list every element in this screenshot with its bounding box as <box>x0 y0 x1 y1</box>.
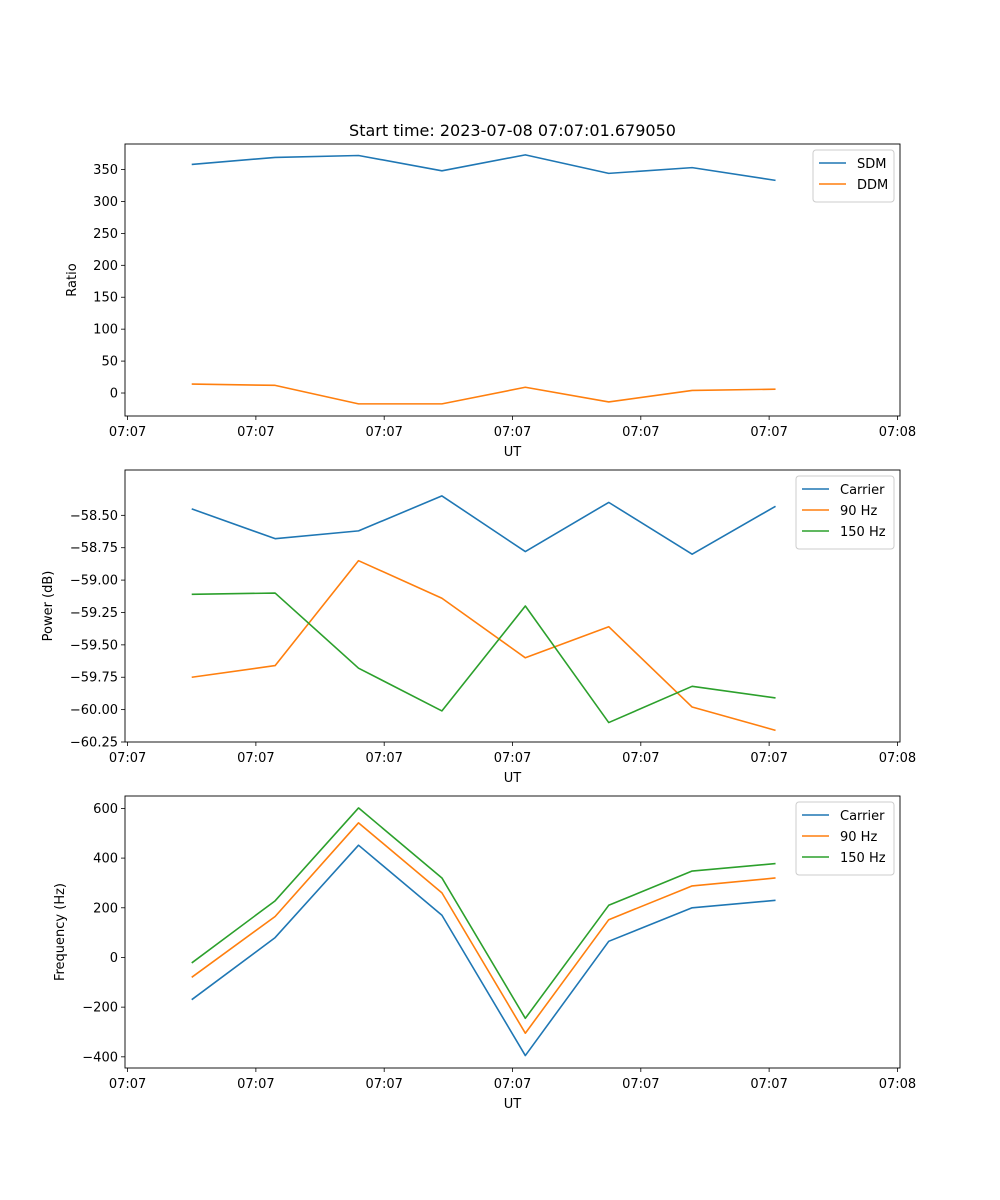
y-tick-label: 400 <box>93 852 118 867</box>
y-tick-label: 0 <box>110 387 118 402</box>
y-tick-label: −59.75 <box>70 671 118 686</box>
y-tick-label: 100 <box>93 323 118 338</box>
series-line-sdm <box>191 154 776 182</box>
legend-label: 90 Hz <box>840 830 877 845</box>
chart-title: Start time: 2023-07-08 07:07:01.679050 <box>349 121 676 140</box>
y-tick-label: 250 <box>93 227 118 242</box>
legend-label: SDM <box>857 157 886 172</box>
plot-frame <box>124 469 901 743</box>
y-tick-label: 0 <box>110 951 118 966</box>
panel-3: 07:07 07:07 07:07 07:07 07:07 07:07 07:08 −400 −… <box>53 795 916 1112</box>
y-axis-label: Ratio <box>65 263 80 296</box>
x-tick-label: 07:07 <box>622 751 659 766</box>
x-tick-label: 07:07 <box>237 425 274 440</box>
legend-label: 90 Hz <box>840 504 877 519</box>
y-axis-label: Power (dB) <box>41 571 56 642</box>
x-tick-label: 07:07 <box>365 425 402 440</box>
y-tick-label: 600 <box>93 802 118 817</box>
y-tick-label: −60.00 <box>70 703 118 718</box>
plot-frame <box>124 795 901 1069</box>
y-tick-label: 350 <box>93 163 118 178</box>
x-tick-label: 07:07 <box>750 751 787 766</box>
x-tick-label: 07:08 <box>879 751 916 766</box>
legend-label: Carrier <box>840 483 885 498</box>
y-tick-label: 300 <box>93 195 118 210</box>
y-tick-label: 200 <box>93 259 118 274</box>
y-tick-label: 200 <box>93 901 118 916</box>
x-axis-label: UT <box>504 771 522 786</box>
y-tick-label: −59.50 <box>70 638 118 653</box>
y-tick-label: −60.25 <box>70 736 118 751</box>
x-tick-label: 07:07 <box>109 425 146 440</box>
legend: SDM DDM <box>812 149 895 203</box>
legend-label: 150 Hz <box>840 525 886 540</box>
y-tick-label: −400 <box>82 1050 118 1065</box>
x-tick-label: 07:08 <box>879 1077 916 1092</box>
y-tick-label: −200 <box>82 1001 118 1016</box>
y-tick-label: 150 <box>93 291 118 306</box>
x-tick-label: 07:07 <box>494 425 531 440</box>
panel-1: 07:07 07:07 07:07 07:07 07:07 07:07 07:08 0 50 10… <box>65 143 916 460</box>
y-tick-label: 50 <box>101 355 118 370</box>
x-tick-label: 07:07 <box>237 751 274 766</box>
x-tick-label: 07:08 <box>879 425 916 440</box>
series-line-90-hz <box>191 822 776 1035</box>
y-tick-label: −59.25 <box>70 606 118 621</box>
x-tick-label: 07:07 <box>109 1077 146 1092</box>
series-line-ddm <box>191 383 776 405</box>
x-tick-label: 07:07 <box>109 751 146 766</box>
y-tick-label: −58.75 <box>70 541 118 556</box>
x-tick-label: 07:07 <box>365 1077 402 1092</box>
x-tick-label: 07:07 <box>622 1077 659 1092</box>
y-tick-label: −59.00 <box>70 574 118 589</box>
legend: Carrier 90 Hz 150 Hz <box>795 475 895 550</box>
legend: Carrier 90 Hz 150 Hz <box>795 801 895 876</box>
x-tick-label: 07:07 <box>365 751 402 766</box>
x-axis-label: UT <box>504 1097 522 1112</box>
legend-label: DDM <box>857 178 888 193</box>
series-line-carrier <box>191 844 776 1057</box>
series-line-carrier <box>191 495 776 555</box>
legend-label: 150 Hz <box>840 851 886 866</box>
series-line-150-hz <box>191 592 776 724</box>
x-tick-label: 07:07 <box>622 425 659 440</box>
panel-2: 07:07 07:07 07:07 07:07 07:07 07:07 07:08 −60.2… <box>41 469 916 786</box>
x-tick-label: 07:07 <box>750 1077 787 1092</box>
y-tick-label: −58.50 <box>70 509 118 524</box>
series-line-90-hz <box>191 559 776 732</box>
x-tick-label: 07:07 <box>237 1077 274 1092</box>
series-line-150-hz <box>191 807 776 1020</box>
x-tick-label: 07:07 <box>494 1077 531 1092</box>
x-tick-label: 07:07 <box>494 751 531 766</box>
y-axis-label: Frequency (Hz) <box>53 883 68 981</box>
x-tick-label: 07:07 <box>750 425 787 440</box>
x-axis-label: UT <box>504 445 522 460</box>
legend-label: Carrier <box>840 809 885 824</box>
plot-frame <box>124 143 901 417</box>
